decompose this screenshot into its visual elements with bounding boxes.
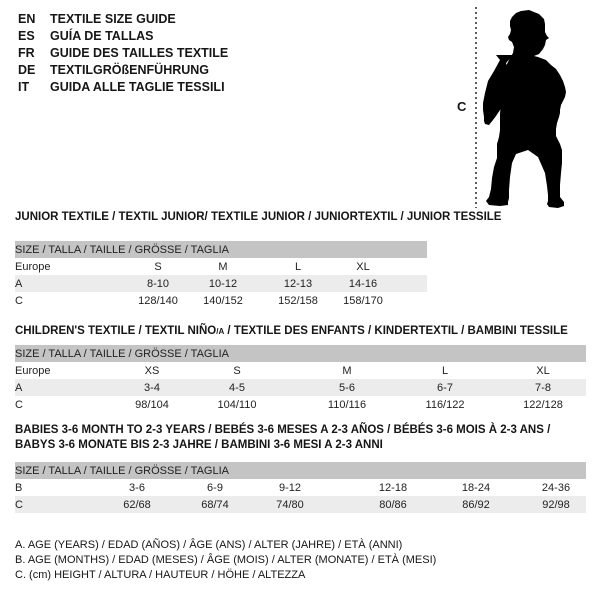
svg-text:C: C: [457, 99, 467, 114]
